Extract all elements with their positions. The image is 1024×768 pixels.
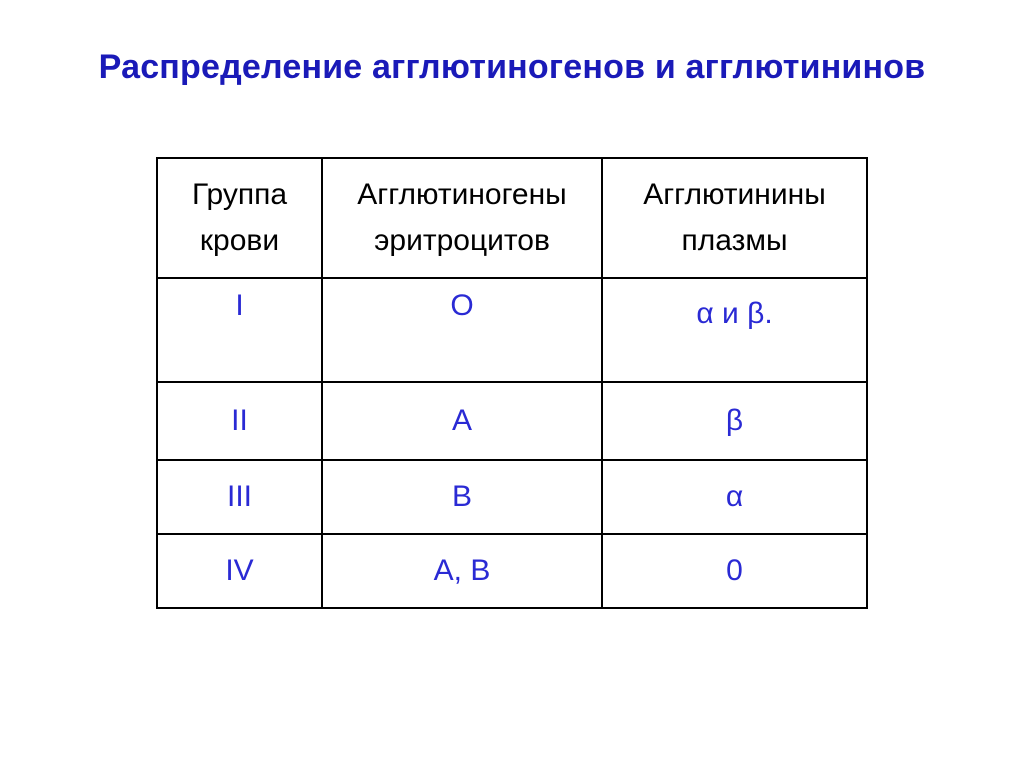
cell-agglutinogens: А (322, 382, 602, 460)
cell-agglutinogens: А, В (322, 534, 602, 608)
cell-group: I (157, 278, 322, 382)
cell-agglutinogens: О (322, 278, 602, 382)
col-header-agglutinins-line1: Агглютинины (603, 172, 866, 219)
cell-agglutinins: 0 (602, 534, 867, 608)
table-row: II А β (157, 382, 867, 460)
cell-group: IV (157, 534, 322, 608)
cell-group: II (157, 382, 322, 460)
blood-groups-table: Группа крови Агглютиногены эритроцитов А… (156, 157, 868, 609)
col-header-group-line1: Группа (158, 172, 321, 219)
cell-agglutinogens: В (322, 460, 602, 534)
page-title: Распределение агглютиногенов и агглютини… (30, 48, 994, 87)
col-header-agglutinogens-line2: эритроцитов (323, 218, 601, 265)
col-header-agglutinins: Агглютинины плазмы (602, 158, 867, 278)
col-header-group: Группа крови (157, 158, 322, 278)
table-header-row: Группа крови Агглютиногены эритроцитов А… (157, 158, 867, 278)
cell-group: III (157, 460, 322, 534)
slide: Распределение агглютиногенов и агглютини… (0, 0, 1024, 768)
col-header-agglutinogens-line1: Агглютиногены (323, 172, 601, 219)
col-header-group-line2: крови (158, 218, 321, 265)
cell-agglutinins: α (602, 460, 867, 534)
cell-agglutinins: β (602, 382, 867, 460)
table-row: IV А, В 0 (157, 534, 867, 608)
table-row: I О α и β. (157, 278, 867, 382)
table-row: III В α (157, 460, 867, 534)
col-header-agglutinins-line2: плазмы (603, 218, 866, 265)
cell-agglutinins: α и β. (602, 278, 867, 382)
table-container: Группа крови Агглютиногены эритроцитов А… (0, 157, 1024, 609)
col-header-agglutinogens: Агглютиногены эритроцитов (322, 158, 602, 278)
